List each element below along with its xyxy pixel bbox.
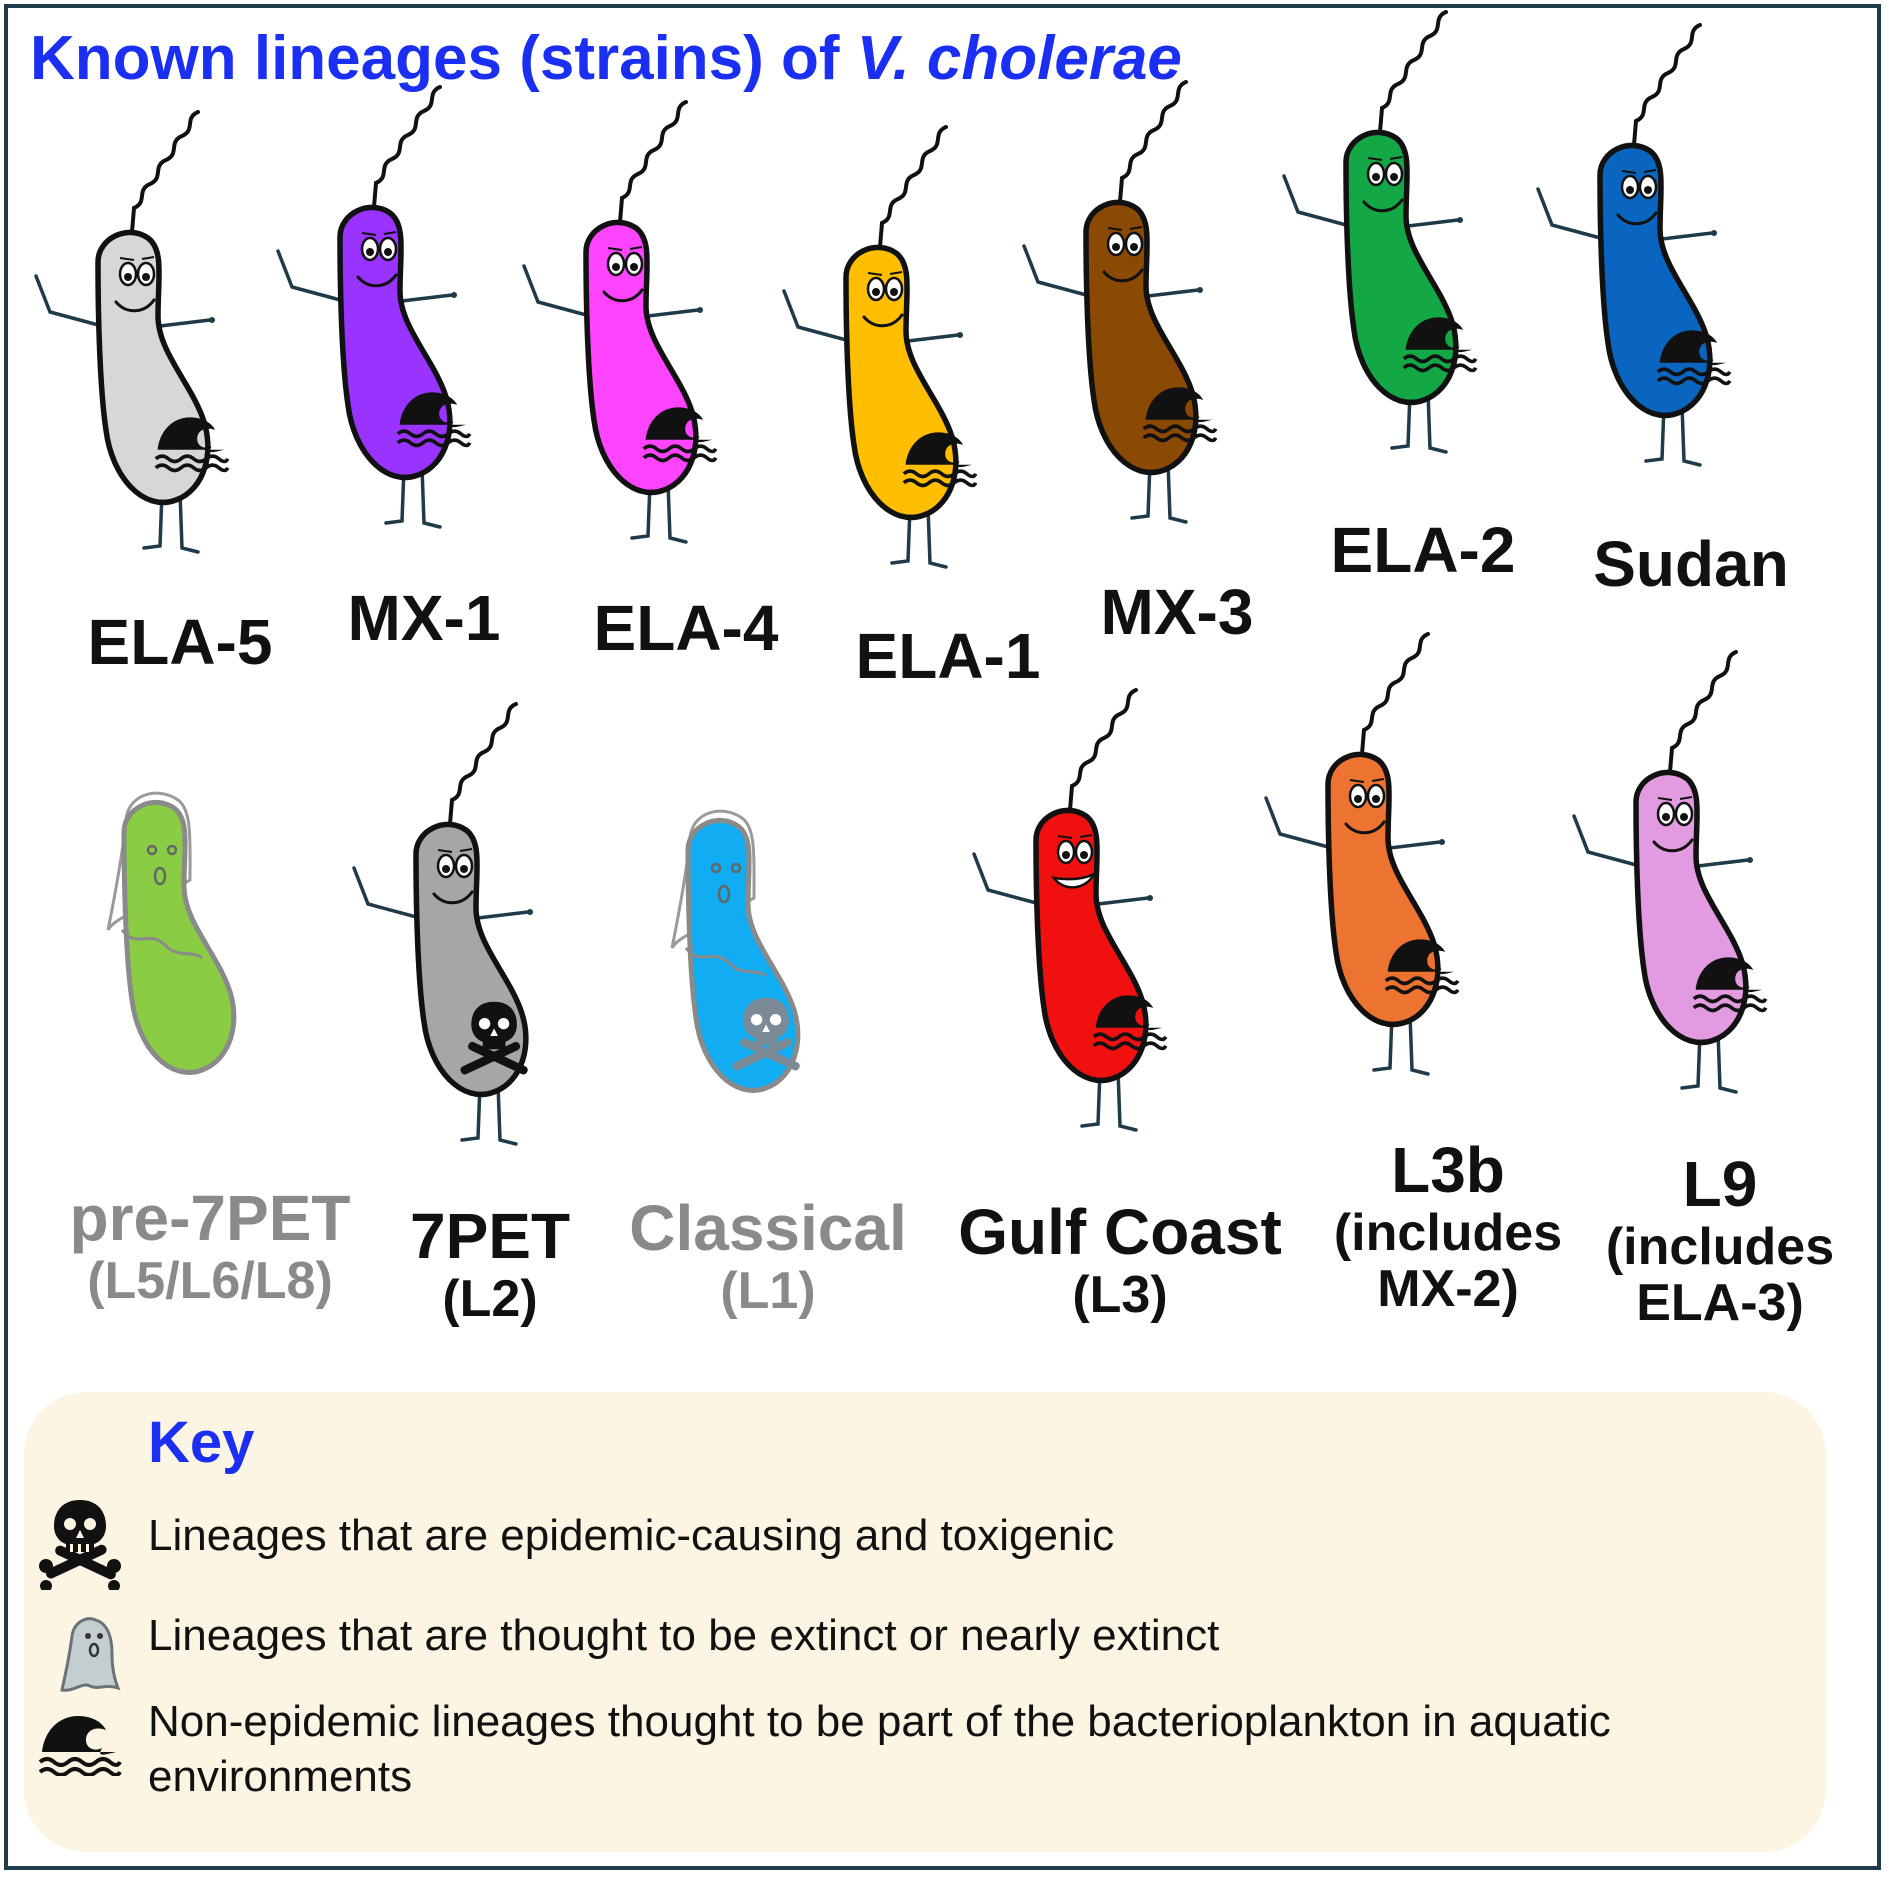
key-item-aquatic: Non-epidemic lineages thought to be part… <box>148 1697 1611 1801</box>
wave-icon <box>1656 330 1732 386</box>
wave-icon <box>1092 995 1168 1051</box>
wave-icon <box>902 432 978 488</box>
lineage-name: L9 <box>1682 1148 1758 1220</box>
lineage-subname: (includes <box>1333 1204 1563 1263</box>
bacterium-ela-1 <box>782 125 978 569</box>
bacterium-classical <box>670 809 801 1093</box>
lineage-subname: (L1) <box>720 1262 816 1321</box>
wave-icon <box>38 1716 122 1776</box>
lineage-name: ELA-2 <box>1330 514 1516 586</box>
label-l9: L9 (includes ELA-3) <box>1605 1148 1835 1333</box>
label-mx-1: MX-1 <box>347 582 501 654</box>
ghost-icon <box>60 1617 121 1692</box>
bacterium-7pet <box>352 702 533 1146</box>
bacterium-l3b <box>1264 632 1460 1076</box>
bacterium-ela-4 <box>522 100 718 544</box>
lineage-subname: (L3) <box>1072 1266 1168 1325</box>
lineage-subname: ELA-3) <box>1636 1274 1804 1333</box>
wave-icon <box>154 417 230 473</box>
bacterium-l9 <box>1572 650 1768 1094</box>
lineage-name: ELA-1 <box>855 620 1041 692</box>
label-l3b: L3b (includes MX-2) <box>1333 1134 1563 1319</box>
wave-icon <box>642 407 718 463</box>
skull-crossbones-icon <box>732 997 800 1071</box>
lineage-name: Sudan <box>1593 528 1789 600</box>
label-ela-4: ELA-4 <box>593 592 779 664</box>
label-pre-7pet: pre-7PET (L5/L6/L8) <box>69 1182 351 1311</box>
key-item-epidemic: Lineages that are epidemic-causing and t… <box>148 1511 1115 1560</box>
wave-icon <box>1142 387 1218 443</box>
bacterium-ela-5 <box>34 110 230 554</box>
bacterium-mx-1 <box>276 85 472 529</box>
lineage-name: MX-1 <box>347 582 501 654</box>
figure-frame <box>4 4 1881 1870</box>
key-title: Key <box>148 1410 255 1475</box>
lineage-name: 7PET <box>409 1200 571 1272</box>
label-7pet: 7PET (L2) <box>409 1200 571 1329</box>
wave-icon <box>1384 939 1460 995</box>
lineage-subname: (includes <box>1605 1218 1835 1277</box>
lineage-subname: MX-2) <box>1377 1260 1519 1319</box>
figure-title: Known lineages (strains) of V. cholerae <box>30 28 1182 90</box>
label-ela-1: ELA-1 <box>855 620 1041 692</box>
lineage-subname: (L5/L6/L8) <box>87 1252 333 1311</box>
key-panel: Key Lineages that are epidemic-causing a… <box>24 1392 1826 1852</box>
bacterium-sudan <box>1536 23 1732 467</box>
skull-crossbones-icon <box>39 1500 121 1590</box>
lineage-name: ELA-4 <box>593 592 779 664</box>
lineage-name: L3b <box>1391 1134 1505 1206</box>
label-ela-2: ELA-2 <box>1330 514 1516 586</box>
skull-crossbones-icon <box>460 1001 528 1075</box>
wave-icon <box>1692 957 1768 1013</box>
label-sudan: Sudan <box>1593 528 1789 600</box>
lineage-name: Classical <box>629 1192 907 1264</box>
bacterium-gulf-coast <box>972 688 1168 1132</box>
key-item-extinct: Lineages that are thought to be extinct … <box>148 1611 1220 1660</box>
label-ela-5: ELA-5 <box>87 606 273 678</box>
lineage-subname: (L2) <box>442 1270 538 1329</box>
lineage-name: Gulf Coast <box>958 1196 1282 1268</box>
bacterium-ela-2 <box>1282 10 1478 454</box>
lineage-name: MX-3 <box>1100 576 1254 648</box>
lineage-name: ELA-5 <box>87 606 273 678</box>
title-text: Known lineages (strains) of <box>30 24 857 93</box>
label-classical: Classical (L1) <box>629 1192 907 1321</box>
wave-icon <box>1402 317 1478 373</box>
wave-icon <box>396 392 472 448</box>
bacterium-pre-7pet <box>106 791 237 1075</box>
label-mx-3: MX-3 <box>1100 576 1254 648</box>
title-species: V. cholerae <box>856 24 1182 93</box>
label-gulf-coast: Gulf Coast (L3) <box>958 1196 1282 1325</box>
lineage-name: pre-7PET <box>69 1182 351 1254</box>
bacterium-mx-3 <box>1022 80 1218 524</box>
